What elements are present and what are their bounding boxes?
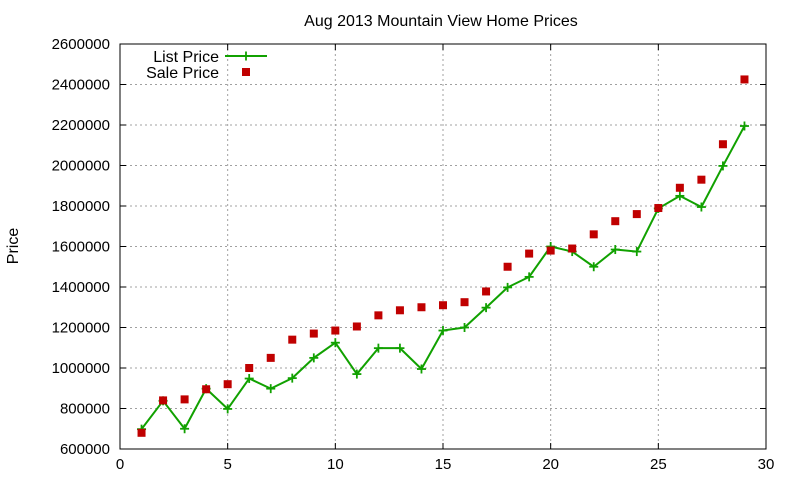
list-price-point [524, 272, 534, 282]
list-price-point [244, 374, 254, 384]
list-price-point [675, 191, 685, 201]
y-tick-label: 600000 [60, 441, 110, 458]
sale-price-point [718, 140, 727, 149]
series-sale-price [137, 75, 749, 437]
list-price-point [503, 282, 513, 292]
sale-price-point [309, 329, 318, 338]
legend-label-list-price: List Price [153, 49, 219, 66]
sale-price-point [352, 322, 361, 331]
x-tick-label: 30 [758, 456, 775, 473]
list-price-point [287, 373, 297, 383]
y-tick-label: 2200000 [52, 117, 110, 134]
axis-ticks: 0 5 10 15 20 25 30 600000 800000 1000000 1200000 14… [52, 36, 775, 473]
plot-frame [119, 43, 767, 450]
y-tick-label: 2400000 [52, 77, 110, 94]
legend-marker-sale-price [242, 68, 250, 76]
sale-price-point [180, 395, 189, 404]
sale-price-point [137, 428, 146, 437]
x-tick-label: 0 [116, 456, 124, 473]
sale-price-point [266, 353, 275, 362]
grid [120, 44, 766, 449]
sale-price-point [223, 380, 232, 389]
x-tick-label: 15 [435, 456, 452, 473]
list-price-point [309, 353, 319, 363]
sale-price-point [632, 210, 641, 219]
sale-price-point [740, 75, 749, 84]
y-tick-label: 1600000 [52, 239, 110, 256]
sale-price-point [568, 244, 577, 253]
x-tick-label: 20 [542, 456, 559, 473]
list-price-point [330, 338, 340, 348]
legend-label-sale-price: Sale Price [146, 65, 219, 82]
sale-price-point [482, 287, 491, 296]
sale-price-point [417, 303, 426, 312]
list-price-point [352, 369, 362, 379]
list-price-point [718, 161, 728, 171]
y-tick-label: 2000000 [52, 158, 110, 175]
list-price-line [140, 125, 746, 430]
x-tick-label: 5 [223, 456, 231, 473]
y-tick-label: 1000000 [52, 360, 110, 377]
sale-price-point [439, 301, 447, 310]
list-price-point [373, 343, 383, 353]
sale-price-point [503, 262, 512, 271]
series-layer [137, 75, 749, 437]
sale-price-point [460, 298, 469, 307]
x-tick-label: 25 [650, 456, 667, 473]
y-tick-label: 800000 [60, 401, 110, 418]
sale-price-point [611, 217, 620, 226]
list-price-point [696, 202, 706, 212]
y-axis-label: Price [5, 228, 22, 265]
list-price-point [438, 326, 448, 336]
sale-price-point [697, 175, 706, 184]
sale-price-point [374, 311, 383, 320]
sale-price-point [589, 230, 598, 239]
list-price-point [610, 245, 620, 255]
y-tick-label: 2600000 [52, 36, 110, 53]
sale-price-point [159, 396, 168, 405]
legend-marker-list-price [241, 51, 251, 61]
list-price-point [739, 121, 749, 131]
list-price-point [481, 303, 491, 313]
chart-title: Aug 2013 Mountain View Home Prices [304, 13, 578, 30]
sale-price-point [331, 326, 340, 335]
sale-price-point [675, 183, 684, 192]
sale-price-point [288, 335, 297, 344]
list-price-point [395, 343, 405, 353]
list-price-point [266, 384, 276, 394]
list-price-point [460, 323, 470, 332]
list-price-point [632, 247, 642, 257]
list-price-point [416, 364, 426, 374]
sale-price-point [245, 364, 254, 372]
y-tick-label: 1200000 [52, 320, 110, 337]
list-price-point [180, 424, 190, 434]
sale-price-point [395, 306, 404, 315]
sale-price-point [525, 249, 534, 258]
y-tick-label: 1800000 [52, 198, 110, 215]
x-tick-label: 10 [327, 456, 344, 473]
sale-price-point [546, 246, 555, 255]
list-price-point [589, 262, 599, 272]
list-price-point [223, 404, 233, 414]
sale-price-point [202, 385, 211, 394]
sale-price-point [654, 204, 663, 213]
y-tick-label: 1400000 [52, 279, 110, 296]
